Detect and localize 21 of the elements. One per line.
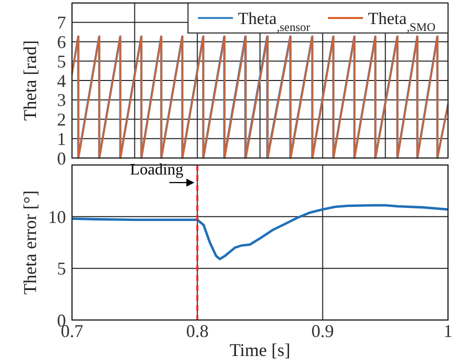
x-axis-title: Time [s] <box>230 340 290 360</box>
y-tick-label: 2 <box>57 110 66 130</box>
y-tick-label: 3 <box>57 90 66 110</box>
legend-label: Theta$_{,SMO}$ <box>368 8 436 34</box>
y-axis-title: Theta [rad] <box>20 40 40 121</box>
y-tick-label: 1 <box>57 128 66 149</box>
y-tick-label: 6 <box>57 32 66 52</box>
x-tick-label: 1 <box>444 321 452 341</box>
line-series <box>70 204 450 260</box>
y-tick-label: 5 <box>57 258 66 279</box>
y-tick-label: 7 <box>57 12 66 33</box>
y-tick-label: 10 <box>48 206 66 227</box>
x-tick-label: 0.9 <box>311 321 334 341</box>
annotation: Loading <box>130 162 184 179</box>
x-tick-label: 0.8 <box>186 321 209 341</box>
y-tick-label: 4 <box>57 70 66 91</box>
y-tick-label: 5 <box>57 51 66 72</box>
legend-label: Theta$_{,sensor}$ <box>238 8 310 34</box>
y-axis-title: Theta error [°] <box>20 190 40 295</box>
line-series <box>71 36 449 159</box>
y-tick-label: 0 <box>57 148 66 168</box>
